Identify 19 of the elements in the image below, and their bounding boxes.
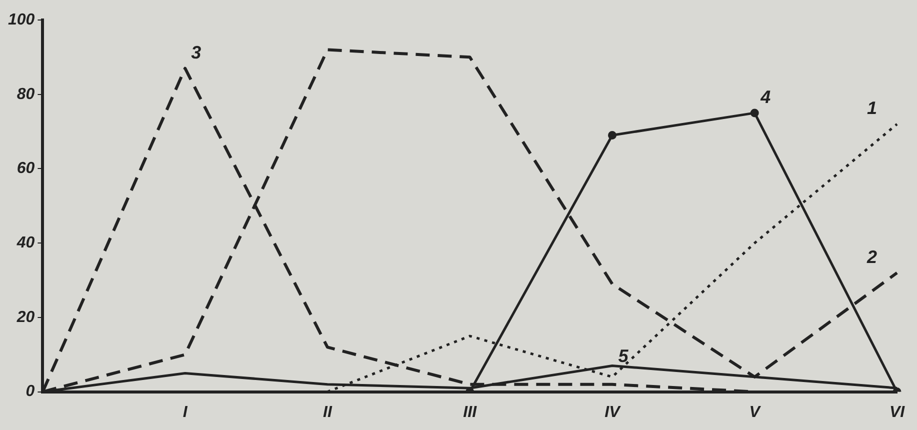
point: [750, 108, 759, 118]
y-tick-label: 60: [16, 160, 35, 178]
y-tick-label: 100: [8, 11, 35, 28]
series-label: 5: [618, 346, 630, 366]
series-label: 3: [191, 42, 202, 62]
y-tick-label: 40: [16, 234, 35, 252]
series-label: 4: [760, 86, 771, 107]
series-label: 2: [866, 246, 878, 267]
x-tick-label: V: [749, 404, 762, 421]
x-tick-label: III: [463, 404, 478, 421]
y-tick-label: 20: [16, 308, 35, 326]
x-tick-label: I: [182, 404, 188, 421]
x-tick-label: IV: [604, 404, 622, 421]
series-label: 1: [867, 98, 878, 118]
y-tick-label: 80: [16, 86, 35, 103]
point: [608, 131, 616, 140]
x-tick-label: VI: [889, 404, 906, 421]
x-tick-label: II: [323, 404, 332, 421]
y-tick-label: 0: [26, 383, 35, 400]
